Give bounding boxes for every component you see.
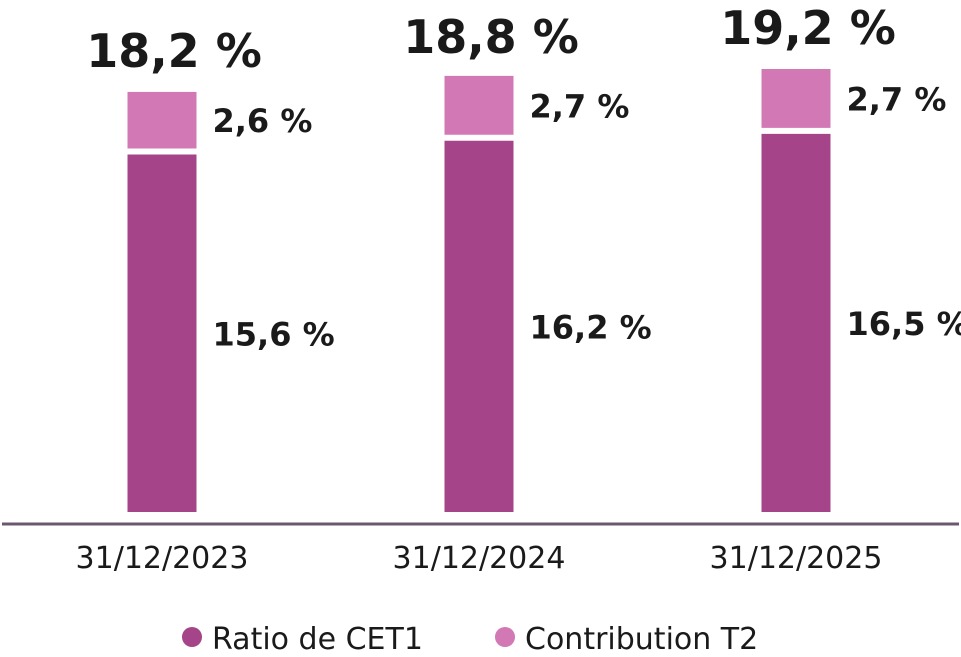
legend-label-cet1: Ratio de CET1 xyxy=(212,622,423,657)
bar-segment-cet1-1 xyxy=(444,140,514,512)
labels-layer: 15,6 % 2,6 % 18,2 % 16,2 % 2,7 % 18,8 % 16,5 %… xyxy=(86,1,961,353)
x-tick-label-0: 31/12/2023 xyxy=(76,541,249,576)
segment-label-t2-2: 2,7 % xyxy=(847,80,947,118)
legend-swatch-cet1 xyxy=(182,627,202,647)
total-label-1: 18,8 % xyxy=(403,10,579,64)
total-label-2: 19,2 % xyxy=(720,1,896,55)
segment-label-cet1-2: 16,5 % xyxy=(847,305,961,343)
segment-label-cet1-0: 15,6 % xyxy=(213,315,335,353)
segment-label-cet1-1: 16,2 % xyxy=(530,308,652,346)
legend-label-t2: Contribution T2 xyxy=(525,622,758,657)
legend: Ratio de CET1 Contribution T2 xyxy=(182,622,758,657)
segment-label-t2-0: 2,6 % xyxy=(213,102,313,140)
x-tick-labels: 31/12/2023 31/12/2024 31/12/2025 xyxy=(76,541,883,576)
x-tick-label-1: 31/12/2024 xyxy=(393,541,566,576)
x-tick-label-2: 31/12/2025 xyxy=(710,541,883,576)
bar-segment-cet1-0 xyxy=(127,154,197,512)
bar-segment-t2-1 xyxy=(444,75,514,135)
bars-layer xyxy=(127,69,831,512)
legend-swatch-t2 xyxy=(495,627,515,647)
segment-label-t2-1: 2,7 % xyxy=(530,87,630,125)
bar-segment-t2-0 xyxy=(127,91,197,149)
bar-segment-cet1-2 xyxy=(761,133,831,512)
bar-segment-t2-2 xyxy=(761,69,831,128)
total-label-0: 18,2 % xyxy=(86,24,262,78)
